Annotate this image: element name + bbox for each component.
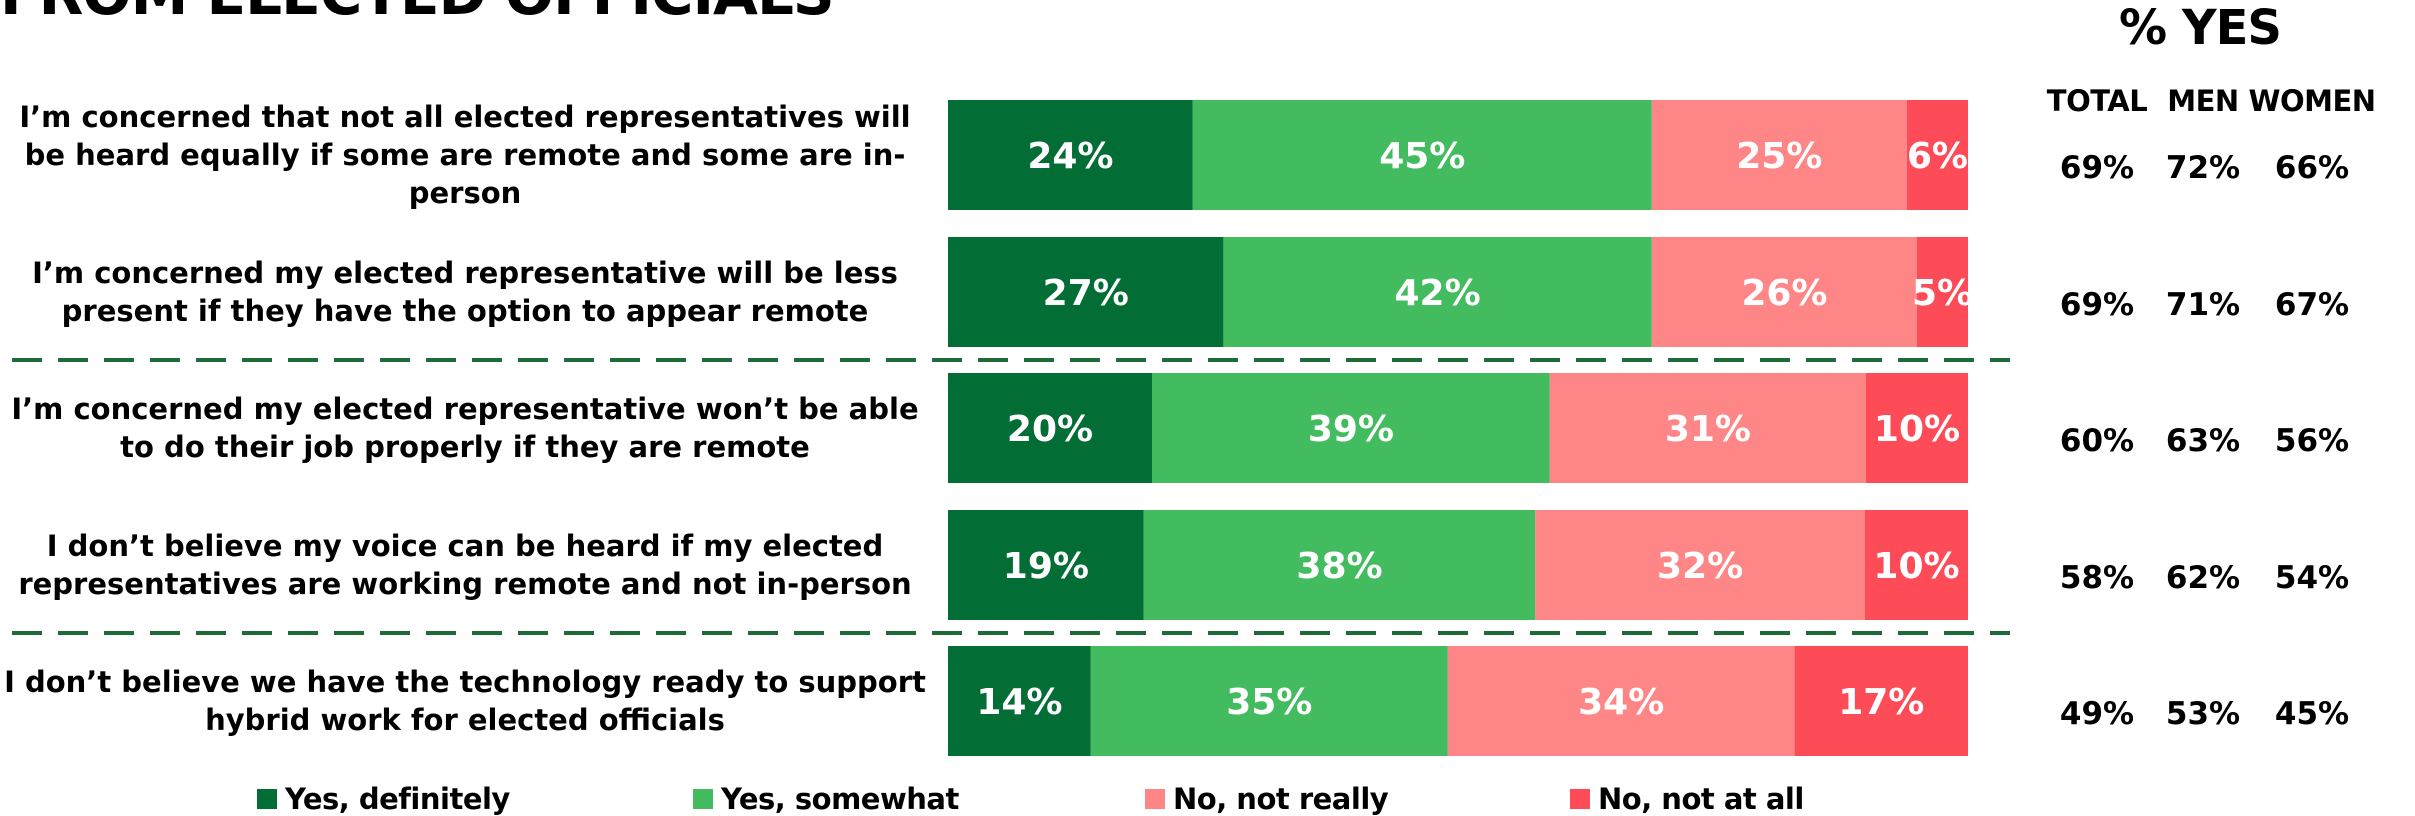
bar-yes-somewhat-row-4 <box>1143 510 1536 620</box>
percent-yes-men-row-5: 53% <box>2166 696 2240 732</box>
category-label-row-5: hybrid work for elected officials <box>205 703 725 737</box>
category-label-row-2: I’m concerned my elected representative … <box>32 256 898 290</box>
legend-label-yes-somewhat: Yes, somewhat <box>721 782 959 816</box>
data-label-no-not-really-row-2: 26% <box>1741 273 1827 314</box>
percent-yes-women-row-1: 66% <box>2275 150 2349 186</box>
percent-yes-total-row-1: 69% <box>2060 150 2134 186</box>
stacked-bar-chart: 24% 45% 25% 6% I’m concerned that not all el… <box>4 100 2349 756</box>
bar-no-not-really-row-3 <box>1549 373 1866 483</box>
bar-no-not-at-all-row-5 <box>1794 646 1968 756</box>
category-label-row-4: I don’t believe my voice can be heard if… <box>47 529 883 563</box>
bar-no-not-at-all-row-1 <box>1906 100 1968 210</box>
data-label-yes-somewhat-row-3: 39% <box>1308 409 1394 450</box>
bar-no-not-at-all-row-3 <box>1866 373 1968 483</box>
data-label-yes-somewhat-row-1: 45% <box>1379 136 1465 177</box>
percent-yes-men-row-4: 62% <box>2166 560 2240 596</box>
category-label-row-1: person <box>409 176 522 210</box>
legend-label-no-not-really: No, not really <box>1173 782 1389 816</box>
bar-yes-somewhat-row-1 <box>1192 100 1652 210</box>
percent-yes-total-row-3: 60% <box>2060 423 2134 459</box>
bar-no-not-really-row-4 <box>1535 510 1865 620</box>
column-header-men: MEN <box>2167 84 2239 118</box>
data-label-no-not-really-row-1: 25% <box>1736 136 1822 177</box>
legend-swatch-yes-definitely <box>257 789 277 809</box>
percent-yes-women-row-2: 67% <box>2275 287 2349 323</box>
category-label-row-1: I’m concerned that not all elected repre… <box>19 100 910 134</box>
data-label-no-not-at-all-row-3: 10% <box>1874 409 1960 450</box>
legend-label-yes-definitely: Yes, definitely <box>285 782 510 816</box>
legend-item-no-not-at-all: No, not at all <box>1570 782 1804 816</box>
category-label-row-3: I’m concerned my elected representative … <box>11 392 918 426</box>
bar-yes-somewhat-row-2 <box>1223 237 1652 347</box>
data-label-yes-definitely-row-4: 19% <box>1003 546 1089 587</box>
percent-yes-men-row-2: 71% <box>2166 287 2240 323</box>
legend-swatch-yes-somewhat <box>693 789 713 809</box>
bar-no-not-really-row-1 <box>1651 100 1907 210</box>
column-header-women: WOMEN <box>2248 84 2376 118</box>
category-label-row-5: I don’t believe we have the technology r… <box>4 665 926 699</box>
percent-yes-women-row-3: 56% <box>2275 423 2349 459</box>
percent-yes-header: % YES <box>2119 0 2282 56</box>
bar-yes-definitely-row-4 <box>948 510 1144 620</box>
legend-swatch-no-not-really <box>1145 789 1165 809</box>
percent-yes-total-row-2: 69% <box>2060 287 2134 323</box>
percent-yes-total-row-5: 49% <box>2060 696 2134 732</box>
chart-heading: FROM ELECTED OFFICIALS <box>0 0 835 28</box>
data-label-yes-definitely-row-5: 14% <box>976 682 1062 723</box>
percent-yes-men-row-3: 63% <box>2166 423 2240 459</box>
data-label-yes-definitely-row-1: 24% <box>1027 136 1113 177</box>
data-label-no-not-at-all-row-4: 10% <box>1873 546 1959 587</box>
bar-no-not-at-all-row-4 <box>1864 510 1968 620</box>
legend-label-no-not-at-all: No, not at all <box>1598 782 1804 816</box>
data-label-no-not-at-all-row-1: 6% <box>1907 136 1968 177</box>
bar-yes-definitely-row-2 <box>948 237 1224 347</box>
bar-yes-definitely-row-1 <box>948 100 1193 210</box>
column-header-total: TOTAL <box>2046 84 2148 118</box>
data-label-yes-definitely-row-2: 27% <box>1043 273 1129 314</box>
legend-item-yes-somewhat: Yes, somewhat <box>693 782 959 816</box>
data-label-yes-somewhat-row-5: 35% <box>1226 682 1312 723</box>
percent-yes-total-row-4: 58% <box>2060 560 2134 596</box>
bar-no-not-really-row-2 <box>1651 237 1917 347</box>
category-label-row-3: to do their job properly if they are rem… <box>120 430 810 464</box>
category-label-row-2: present if they have the option to appea… <box>62 294 869 328</box>
bar-yes-definitely-row-5 <box>948 646 1091 756</box>
bar-no-not-at-all-row-2 <box>1917 237 1968 347</box>
data-label-no-not-really-row-5: 34% <box>1578 682 1664 723</box>
legend-item-yes-definitely: Yes, definitely <box>257 782 510 816</box>
data-label-yes-somewhat-row-4: 38% <box>1296 546 1382 587</box>
data-label-yes-definitely-row-3: 20% <box>1007 409 1093 450</box>
percent-yes-women-row-4: 54% <box>2275 560 2349 596</box>
data-label-no-not-at-all-row-5: 17% <box>1838 682 1924 723</box>
category-label-row-4: representatives are working remote and n… <box>18 567 911 601</box>
data-label-no-not-really-row-3: 31% <box>1665 409 1751 450</box>
bar-yes-definitely-row-3 <box>948 373 1152 483</box>
percent-yes-men-row-1: 72% <box>2166 150 2240 186</box>
data-label-yes-somewhat-row-2: 42% <box>1395 273 1481 314</box>
legend-item-no-not-really: No, not really <box>1145 782 1389 816</box>
percent-yes-women-row-5: 45% <box>2275 696 2349 732</box>
bar-no-not-really-row-5 <box>1447 646 1795 756</box>
legend-swatch-no-not-at-all <box>1570 789 1590 809</box>
data-label-no-not-really-row-4: 32% <box>1657 546 1743 587</box>
bar-yes-somewhat-row-5 <box>1090 646 1448 756</box>
bar-yes-somewhat-row-3 <box>1152 373 1550 483</box>
data-label-no-not-at-all-row-2: 5% <box>1912 273 1973 314</box>
chart-legend: Yes, definitely Yes, somewhat No, not re… <box>0 782 2415 816</box>
category-label-row-1: be heard equally if some are remote and … <box>25 138 906 172</box>
